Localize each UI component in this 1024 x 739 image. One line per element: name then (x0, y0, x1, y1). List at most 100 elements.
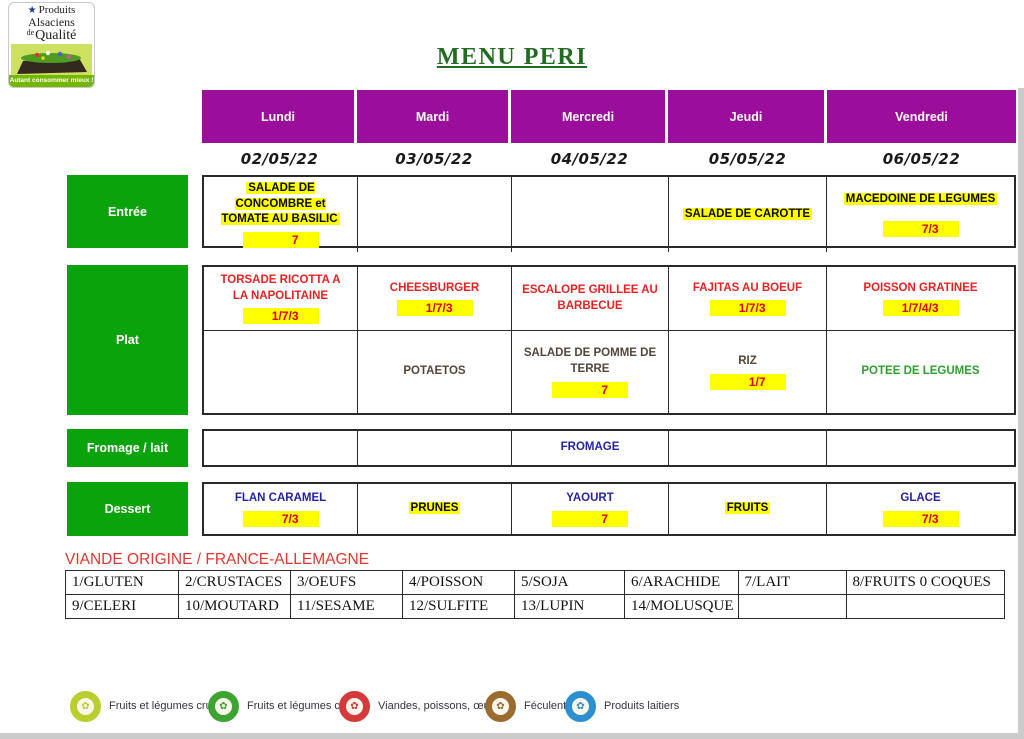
cell-plat-main-jeudi: FAJITAS AU BOEUF 1/7/3 (668, 267, 826, 330)
allergen-cell: 1/GLUTEN (65, 570, 179, 595)
cell-fromage-mardi (357, 431, 511, 465)
allergen-table: 1/GLUTEN 2/CRUSTACES 3/OEUFS 4/POISSON 5… (65, 570, 1005, 619)
dish-text: ESCALOPE GRILLEE AU BARBECUE (522, 283, 658, 312)
dish-text: TORSADE RICOTTA A LA NAPOLITAINE (220, 273, 341, 302)
dish-text: FLAN CARAMEL (234, 492, 327, 505)
origin-note: VIANDE ORIGINE / FRANCE-ALLEMAGNE (65, 551, 370, 568)
allergen-chip: 1/7/3 (709, 300, 786, 317)
row-label-dessert: Dessert (67, 482, 188, 536)
row-label-plat: Plat (67, 265, 188, 415)
allergen-cell (737, 594, 847, 619)
legend-label: Féculents (524, 700, 572, 712)
allergen-cell: 10/MOUTARD (178, 594, 291, 619)
cell-entree-jeudi: SALADE DE CAROTTE (668, 177, 826, 252)
flowerbed-image (11, 43, 92, 76)
fruits-crus-icon: ✿ (70, 690, 101, 722)
entree-row: SALADE DE CONCOMBRE et TOMATE AU BASILIC… (202, 175, 1016, 252)
allergen-cell (845, 594, 1005, 619)
date-vendredi: 06/05/22 (882, 150, 961, 168)
allergen-cell: 12/SULFITE (402, 594, 515, 619)
allergen-cell: 6/ARACHIDE (624, 570, 739, 595)
cell-entree-mardi (357, 177, 511, 252)
allergen-cell: 4/POISSON (402, 570, 515, 595)
allergen-table-row: 1/GLUTEN 2/CRUSTACES 3/OEUFS 4/POISSON 5… (65, 570, 1005, 595)
allergen-chip: 7/3 (242, 510, 319, 527)
fromage-row: FROMAGE (202, 429, 1016, 467)
allergen-cell: 14/MOLUSQUE (624, 594, 739, 619)
cell-plat-main-mardi: CHEESBURGER 1/7/3 (357, 267, 511, 330)
legend-item: ✿ Fruits et légumes crus (70, 690, 217, 722)
allergen-table-row: 9/CELERI 10/MOUTARD 11/SESAME 12/SULFITE… (65, 594, 1005, 619)
dates-row: 02/05/22 03/05/22 04/05/22 05/05/22 06/0… (202, 143, 1016, 175)
legend-item: ✿ Féculents (485, 690, 572, 722)
allergen-chip: 1/7 (709, 373, 786, 390)
row-label-entree: Entrée (67, 175, 188, 248)
dish-text: FROMAGE (560, 441, 620, 454)
allergen-cell: 2/CRUSTACES (178, 570, 291, 595)
dish-text: MACEDOINE DE LEGUMES (843, 192, 998, 205)
allergen-chip: 7/3 (882, 221, 959, 238)
allergen-cell: 11/SESAME (290, 594, 403, 619)
allergen-cell: 3/OEUFS (290, 570, 403, 595)
cell-plat-main-vendredi: POISSON GRATINEE 1/7/4/3 (826, 267, 1014, 330)
dish-text: FAJITAS AU BOEUF (692, 281, 803, 294)
date-mercredi: 04/05/22 (550, 150, 629, 168)
row-label-fromage: Fromage / lait (67, 429, 188, 467)
allergen-chip: 7/3 (882, 510, 959, 527)
legend-item: ✿ Produits laitiers (565, 690, 679, 722)
cell-entree-vendredi: MACEDOINE DE LEGUMES 7/3 (826, 177, 1014, 252)
cell-plat-side-mercredi: SALADE DE POMME DE TERRE 7 (511, 330, 668, 413)
allergen-cell: 13/LUPIN (514, 594, 625, 619)
dish-text: POTAETOS (403, 365, 466, 378)
dish-text: PRUNES (408, 502, 461, 515)
date-jeudi: 05/05/22 (708, 150, 787, 168)
cell-fromage-lundi (204, 431, 357, 465)
day-header-jeudi: Jeudi (668, 90, 827, 143)
legend-item: ✿ Viandes, poissons, œufs (339, 690, 498, 722)
brand-logo: ★ Produits Alsaciens deQualité Autant con… (8, 2, 95, 88)
cell-plat-main-mercredi: ESCALOPE GRILLEE AU BARBECUE (511, 267, 668, 330)
dish-text: RIZ (738, 355, 757, 368)
cell-plat-side-jeudi: RIZ 1/7 (668, 330, 826, 413)
cell-entree-mercredi (511, 177, 668, 252)
brand-line3: deQualité (26, 27, 77, 43)
day-header-mercredi: Mercredi (511, 90, 668, 143)
cell-fromage-jeudi (668, 431, 826, 465)
allergen-chip: 1/7/4/3 (882, 300, 959, 317)
dish-text: GLACE (900, 492, 941, 505)
allergen-chip: 7 (552, 381, 628, 398)
dessert-row: FLAN CARAMEL 7/3 PRUNES YAOURT 7 FRUITS … (202, 482, 1016, 536)
cell-entree-lundi: SALADE DE CONCOMBRE et TOMATE AU BASILIC… (204, 177, 357, 252)
cell-fromage-mercredi: FROMAGE (511, 431, 668, 465)
legend-label: Produits laitiers (604, 700, 680, 712)
legend-label: Fruits et légumes cuits (247, 700, 358, 712)
legend-label: Fruits et légumes crus (109, 700, 218, 712)
page-title: MENU PERI (436, 44, 588, 70)
cell-dessert-mardi: PRUNES (357, 484, 511, 534)
star-icon: ★ (27, 5, 37, 16)
brand-tagline: Autant consommer mieux ! (9, 74, 94, 87)
cell-dessert-lundi: FLAN CARAMEL 7/3 (204, 484, 357, 534)
cell-plat-side-lundi (204, 330, 357, 413)
cell-dessert-jeudi: FRUITS (668, 484, 826, 534)
cell-plat-main-lundi: TORSADE RICOTTA A LA NAPOLITAINE 1/7/3 (204, 267, 357, 330)
cell-plat-side-mardi: POTAETOS (357, 330, 511, 413)
feculents-icon: ✿ (485, 690, 516, 722)
viandes-poissons-oeufs-icon: ✿ (339, 690, 370, 722)
dish-text: CHEESBURGER (389, 281, 480, 294)
day-header-lundi: Lundi (202, 90, 357, 143)
dish-text: FRUITS (724, 502, 771, 515)
fruits-cuits-icon: ✿ (208, 690, 239, 722)
date-lundi: 02/05/22 (240, 150, 319, 168)
dish-text: SALADE DE POMME DE TERRE (523, 347, 657, 375)
allergen-cell: 7/LAIT (737, 570, 847, 595)
page-edge-bottom (0, 733, 1024, 739)
dish-text: YAOURT (566, 492, 614, 505)
dish-text: POTEE DE LEGUMES (861, 365, 980, 378)
allergen-chip: 1/7/3 (242, 308, 319, 325)
produits-laitiers-icon: ✿ (565, 690, 596, 722)
brand-line1: ★ Produits (27, 4, 76, 16)
cell-plat-side-vendredi: POTEE DE LEGUMES (826, 330, 1014, 413)
allergen-chip: 1/7/3 (396, 300, 473, 317)
day-header-row: Lundi Mardi Mercredi Jeudi Vendredi (202, 90, 1016, 143)
